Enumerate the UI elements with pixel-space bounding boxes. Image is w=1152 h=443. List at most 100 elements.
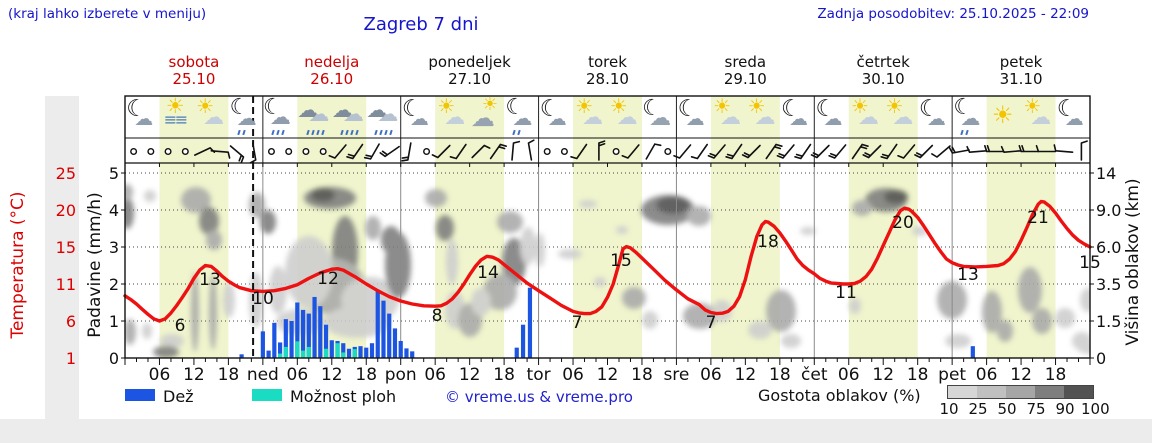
x-axis-hour-label: 12 <box>735 365 757 385</box>
x-axis-hour-label: 12 <box>1010 365 1032 385</box>
day-header-torek: torek 28.10 <box>519 54 697 88</box>
wind-barb-icon <box>1035 145 1057 153</box>
cloud-blob <box>520 227 536 265</box>
rain-bar <box>329 340 334 358</box>
icon-glyph: ≡ <box>163 110 178 129</box>
wind-barb-icon <box>966 145 988 153</box>
moon-cloud-icon: ☾ ☁ <box>125 98 159 137</box>
icon-glyph: ☁ <box>308 102 330 126</box>
cloud-blob <box>425 189 447 207</box>
temperature-value-label: 8 <box>432 306 443 326</box>
day-header-petek: petek 31.10 <box>932 54 1110 88</box>
cloud-blob <box>656 196 690 214</box>
icon-glyph: ☁ <box>1030 105 1052 129</box>
wind-barb-icon <box>741 144 761 159</box>
cloud-rain-icon: ☁ ☁ <box>366 99 400 137</box>
icon-glyph: ☁ <box>444 105 466 129</box>
temperature-value-label: 13 <box>199 270 221 290</box>
icon-glyph: ☁ <box>754 105 776 129</box>
icon-glyph: ☀ <box>437 94 456 118</box>
rain-bar <box>323 324 329 358</box>
rain-drop-mark <box>310 129 315 136</box>
x-axis-day-label: sre <box>663 365 689 385</box>
rain-drop-mark <box>512 129 517 136</box>
icon-glyph: ☁ <box>134 108 154 130</box>
rain-bar <box>266 350 271 358</box>
wind-barb-icon <box>776 144 795 159</box>
wind-barb-icon <box>401 142 412 162</box>
icon-glyph: ☾ <box>781 96 802 122</box>
sun-cloud-icon: ☀ ☁ <box>1021 94 1055 137</box>
icon-glyph: ≡ <box>174 110 189 129</box>
sun-cloud-icon: ☀ ☁ <box>711 96 745 137</box>
rain-legend-label: Dež <box>163 387 194 406</box>
temperature-value-label: 18 <box>757 232 779 252</box>
density-gradient-segment <box>948 386 977 398</box>
rain-drop-mark <box>384 129 389 136</box>
cloud-blob <box>125 197 134 229</box>
day-header-četrtek: četrtek 30.10 <box>794 54 972 88</box>
cloud-blob <box>276 309 324 335</box>
rain-bar <box>289 321 294 358</box>
wind-barb-icon <box>707 144 726 159</box>
shower-bar-segment <box>323 348 329 358</box>
icon-glyph: ☁ <box>649 106 672 131</box>
rain-bar <box>358 346 363 358</box>
icon-glyph: ☁ <box>1064 108 1084 130</box>
calm-wind-icon <box>181 147 189 155</box>
icon-glyph: ☀ <box>1023 94 1042 118</box>
shower-bar-segment <box>295 341 300 358</box>
rain-drop-mark <box>320 129 325 136</box>
sun-cloud-icon: ☀ ☁ <box>883 94 917 137</box>
day-header-sobota: sobota 25.10 <box>105 54 283 88</box>
day-date: 25.10 <box>172 70 216 88</box>
cloud-blob <box>642 311 658 329</box>
wind-barb-row <box>130 139 1088 164</box>
rain-bar <box>404 348 409 358</box>
wind-barb-icon <box>527 139 535 161</box>
sun-cloud-icon: ☀ ☁ <box>849 96 883 137</box>
menu-hint-link[interactable]: (kraj lahko izberete v meniju) <box>8 6 207 22</box>
icon-glyph: ☀ <box>885 94 904 118</box>
icon-glyph: ☾ <box>229 95 250 120</box>
moon-cloud-rain-icon: ☾ ☁ <box>263 97 297 137</box>
wind-barb-icon <box>725 143 743 160</box>
rain-bar <box>341 343 346 358</box>
precip-tick-label: 5 <box>109 164 119 183</box>
shower-bar-segment <box>341 352 346 358</box>
icon-glyph: ☁ <box>377 102 399 126</box>
icon-glyph: ☁ <box>270 105 292 129</box>
cloud-blob <box>748 321 772 339</box>
rain-legend-swatch <box>125 389 155 401</box>
wind-barb-icon <box>379 145 400 158</box>
icon-glyph: ☀ <box>196 94 215 118</box>
rain-drop-mark <box>355 129 359 136</box>
rain-drop-mark <box>960 129 965 136</box>
moon-cloud-drizzle-icon: ☾ ☁ <box>952 97 986 137</box>
shower-legend-label: Možnost ploh <box>290 387 397 406</box>
rain-bar <box>520 324 526 358</box>
day-header-nedelja: nedelja 26.10 <box>243 54 421 88</box>
rain-bar <box>375 291 380 358</box>
page-title: Zagreb 7 dni <box>363 14 479 35</box>
copyright-link[interactable]: © vreme.us & vreme.pro <box>445 388 633 406</box>
rain-bar <box>514 347 519 358</box>
calm-wind-icon <box>612 147 620 155</box>
icon-glyph: ☾ <box>1056 96 1078 122</box>
icon-glyph: ☁ <box>685 108 705 130</box>
temperature-value-label: 11 <box>835 283 857 303</box>
shower-bar-segment <box>300 350 306 358</box>
day-name: četrtek <box>856 53 910 71</box>
wind-barb-icon <box>851 143 869 160</box>
icon-glyph: ☁ <box>960 106 981 130</box>
calm-wind-icon <box>285 147 293 155</box>
icon-glyph: ☁ <box>343 102 365 126</box>
density-tick-label: 10 <box>939 400 959 418</box>
cloud-blob <box>800 227 816 235</box>
moon-cloud-drizzle-icon: ☾ ☁ <box>229 95 263 137</box>
calm-wind-icon <box>164 147 172 155</box>
temperature-value-label: 20 <box>892 213 914 233</box>
rain-drop-mark <box>340 129 344 136</box>
icon-glyph: ☁ <box>547 108 567 130</box>
